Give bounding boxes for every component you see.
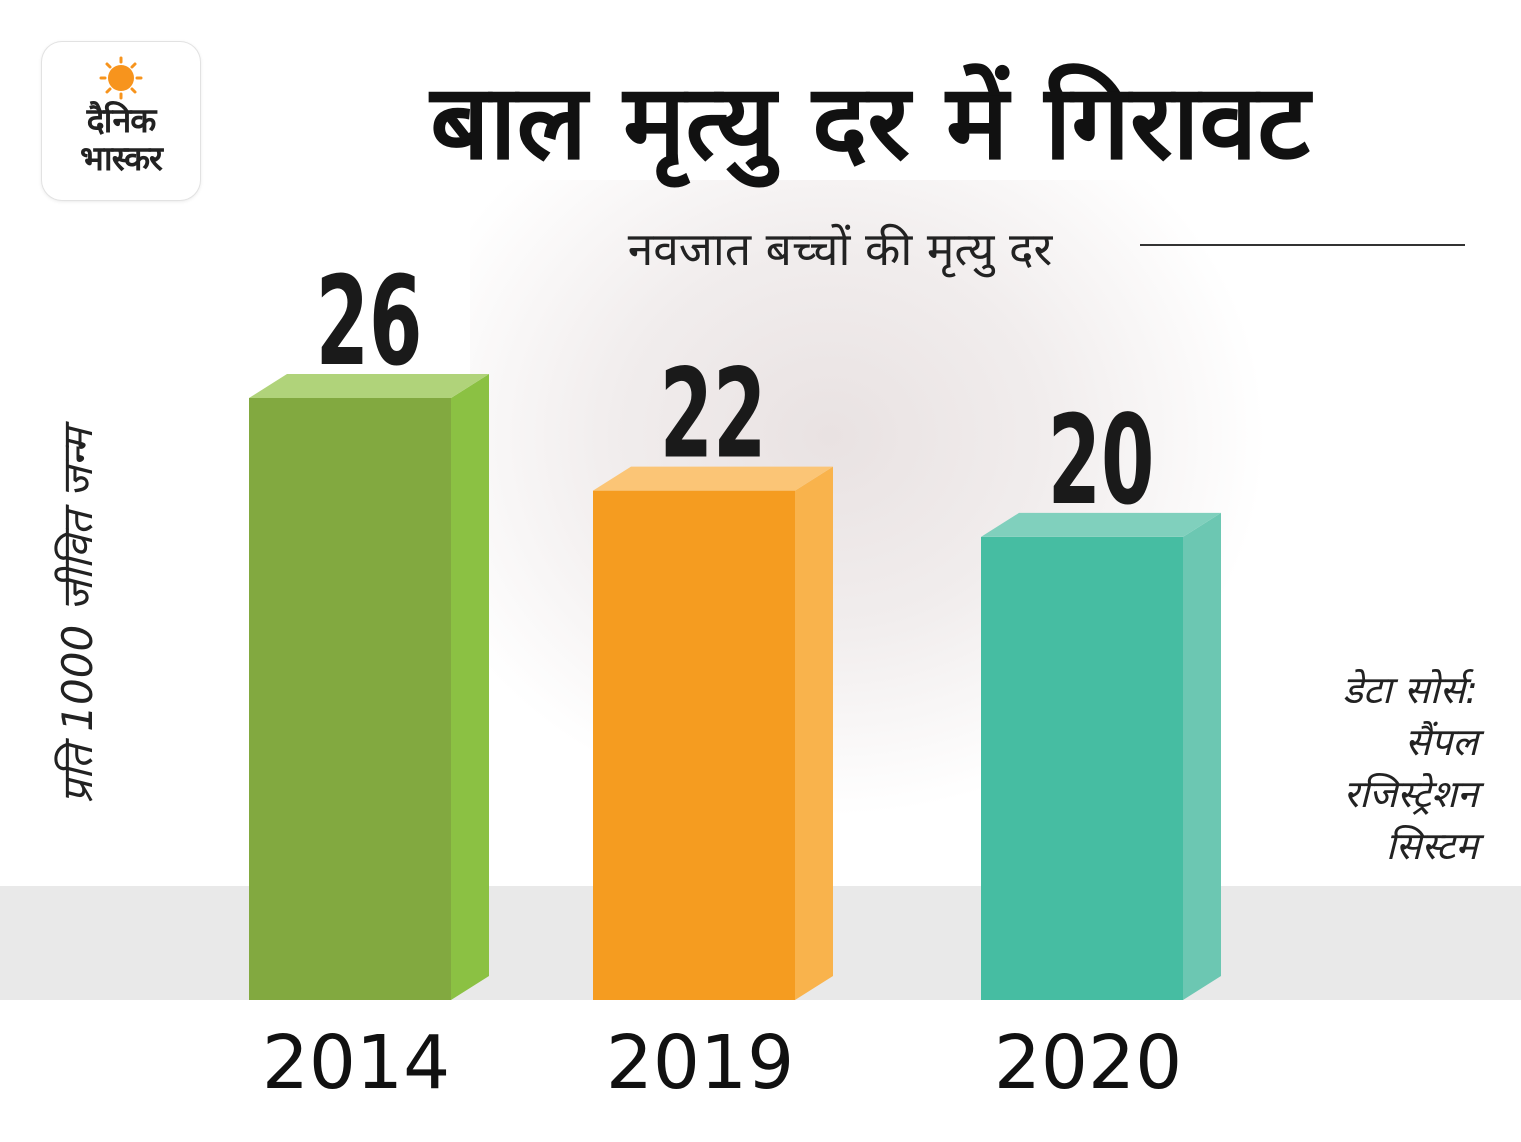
logo-line-1: दैनिक — [86, 101, 157, 141]
bar-front-2019 — [593, 490, 795, 1000]
source-line-1: डेटा सोर्स: — [1342, 668, 1478, 712]
bar-2019: 22 2019 — [593, 343, 833, 1106]
value-label-2019: 22 — [660, 343, 767, 486]
x-tick-label-2020: 2020 — [994, 1020, 1182, 1106]
value-label-2014: 26 — [316, 250, 423, 393]
x-tick-label-2019: 2019 — [606, 1020, 794, 1106]
y-axis-label: प्रति 1000 जीवित जन्म — [53, 428, 102, 804]
data-source: डेटा सोर्स: सैंपल रजिस्ट्रेशन सिस्टम — [1250, 664, 1478, 872]
bar-top-2019 — [593, 466, 833, 491]
bar-top-2014 — [249, 374, 489, 398]
bar-front-2020 — [981, 536, 1183, 1000]
source-line-4: सिस्टम — [1385, 824, 1478, 868]
source-line-2: सैंपल — [1404, 720, 1478, 764]
x-tick-label-2014: 2014 — [262, 1020, 450, 1106]
bar-top-2020 — [981, 512, 1221, 537]
bar-side-2014 — [451, 374, 489, 1000]
dainik-bhaskar-logo: दैनिक भास्कर — [42, 42, 200, 200]
bar-side-2020 — [1183, 512, 1221, 1000]
value-label-2020: 20 — [1048, 389, 1155, 532]
sun-icon — [99, 56, 143, 100]
bar-side-2019 — [795, 466, 833, 1001]
chart-title: बाल मृत्यु दर में गिरावट — [430, 61, 1310, 183]
source-line-3: रजिस्ट्रेशन — [1343, 772, 1478, 816]
chart-subtitle: नवजात बच्चों की मृत्यु दर — [627, 222, 1053, 276]
bar-front-2014 — [249, 398, 451, 1000]
logo-line-2: भास्कर — [80, 139, 163, 179]
subtitle-rule — [1140, 244, 1465, 246]
bar-2014: 26 2014 — [249, 250, 489, 1106]
